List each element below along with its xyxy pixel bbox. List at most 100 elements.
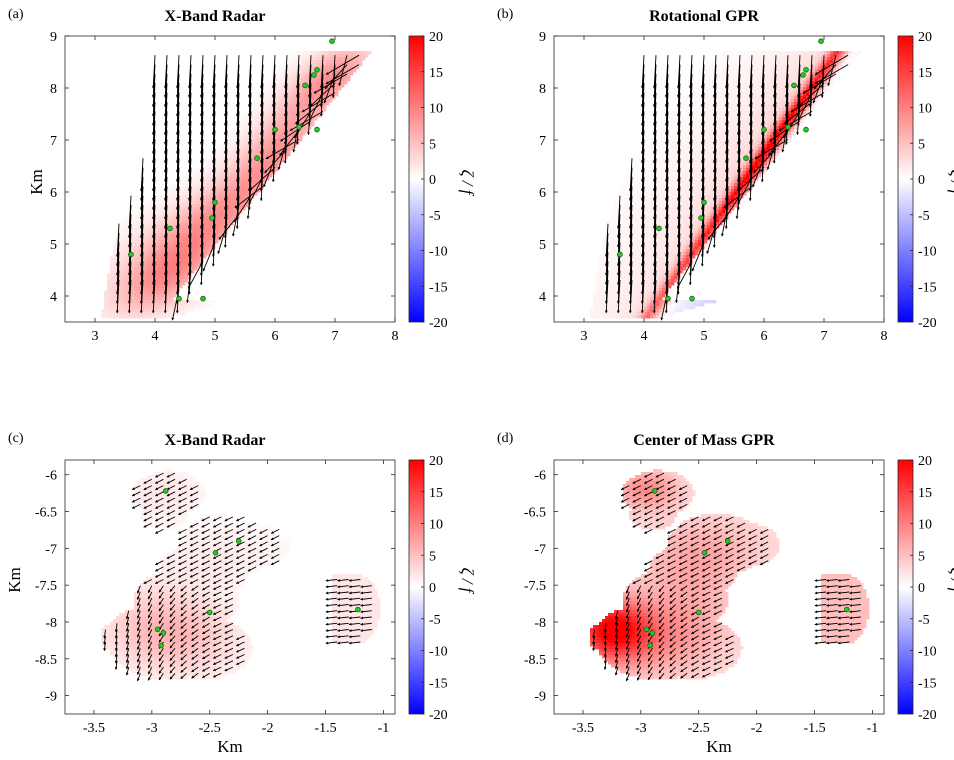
velocity-arrow [163,176,168,211]
heatmap-cell [221,162,225,166]
heatmap-cell [146,219,150,223]
y-tick-label: 7 [50,134,57,149]
heatmap-cell [131,261,135,265]
heatmap-cell [206,225,210,229]
heatmap-cell [671,300,675,304]
heatmap-cell [206,177,210,181]
heatmap-cell [659,186,663,190]
heatmap-cell [650,264,654,268]
heatmap-cell [161,213,165,217]
heatmap-cell [230,171,234,175]
heatmap-cell [161,228,165,232]
heatmap-cell [251,135,255,139]
heatmap-cell [206,231,210,235]
heatmap-cell [704,222,708,226]
heatmap-cell [704,72,708,76]
heatmap-cell [110,273,114,277]
heatmap-cell [227,189,231,193]
heatmap-cell [122,267,126,271]
heatmap-cell [638,279,642,283]
velocity-arrow [235,92,240,127]
velocity-arrow [289,111,324,131]
heatmap-cell [179,279,183,283]
heatmap-cell [692,180,696,184]
heatmap-cell [680,204,684,208]
heatmap-cell [197,225,201,229]
heatmap-cell [134,216,138,220]
heatmap-cell [254,162,258,166]
heatmap-cell [674,207,678,211]
heatmap-cell [134,282,138,286]
heatmap-cell [110,288,114,292]
heatmap-cell [674,255,678,259]
heatmap-cell [275,87,279,91]
heatmap-cell [680,183,684,187]
heatmap-cell [197,204,201,208]
heatmap-cell [617,192,621,196]
heatmap-cell [614,294,618,298]
heatmap-cell [287,93,291,97]
velocity-arrow [259,167,264,202]
heatmap-cell [698,135,702,139]
heatmap-cell [119,267,123,271]
heatmap-cell [614,243,618,247]
heatmap-cell [623,252,627,256]
heatmap-cell [158,288,162,292]
heatmap-cell [635,240,639,244]
heatmap-cell [287,60,291,64]
heatmap-cell [116,234,120,238]
heatmap-cell [623,282,627,286]
heatmap-cell [686,207,690,211]
heatmap-cell [203,204,207,208]
heatmap-cell [698,87,702,91]
heatmap-cell [683,225,687,229]
heatmap-cell [623,306,627,310]
heatmap-cell [353,54,357,58]
heatmap-cell [185,186,189,190]
heatmap-cell [647,300,651,304]
heatmap-cell [593,294,597,298]
heatmap-cell [266,135,270,139]
heatmap-cell [290,108,294,112]
heatmap-cell [611,228,615,232]
heatmap-cell [362,51,366,55]
heatmap-cell [125,267,129,271]
heatmap-cell [263,117,267,121]
y-tick-label: 5 [50,238,57,253]
heatmap-cell [113,264,117,268]
heatmap-cell [335,51,339,55]
heatmap-cell [263,138,267,142]
heatmap-cell [659,168,663,172]
heatmap-cell [686,246,690,250]
heatmap-cell [107,297,111,301]
heatmap-cell [599,309,603,313]
velocity-arrow [139,176,144,211]
velocity-arrow [163,130,168,164]
heatmap-cell [299,93,303,97]
heatmap-cell [611,312,615,316]
heatmap-cell [611,243,615,247]
heatmap-cell [266,114,270,118]
heatmap-cell [158,270,162,274]
heatmap-cell [638,288,642,292]
heatmap-cell [311,84,315,88]
heatmap-cell [692,252,696,256]
heatmap-cell [167,189,171,193]
heatmap-cell [656,159,660,163]
heatmap-cell [656,165,660,169]
heatmap-cell [167,195,171,199]
station-marker [167,225,173,232]
heatmap-cell [671,174,675,178]
heatmap-cell [614,288,618,292]
heatmap-cell [311,66,315,70]
heatmap-cell [194,306,198,310]
velocity-arrow [331,55,336,89]
heatmap-cell [683,249,687,253]
heatmap-cell [635,195,639,199]
heatmap-cell [623,222,627,226]
heatmap-cell [125,306,129,310]
heatmap-cell [704,78,708,82]
heatmap-cell [194,240,198,244]
heatmap-cell [662,300,666,304]
heatmap-cell [611,288,615,292]
